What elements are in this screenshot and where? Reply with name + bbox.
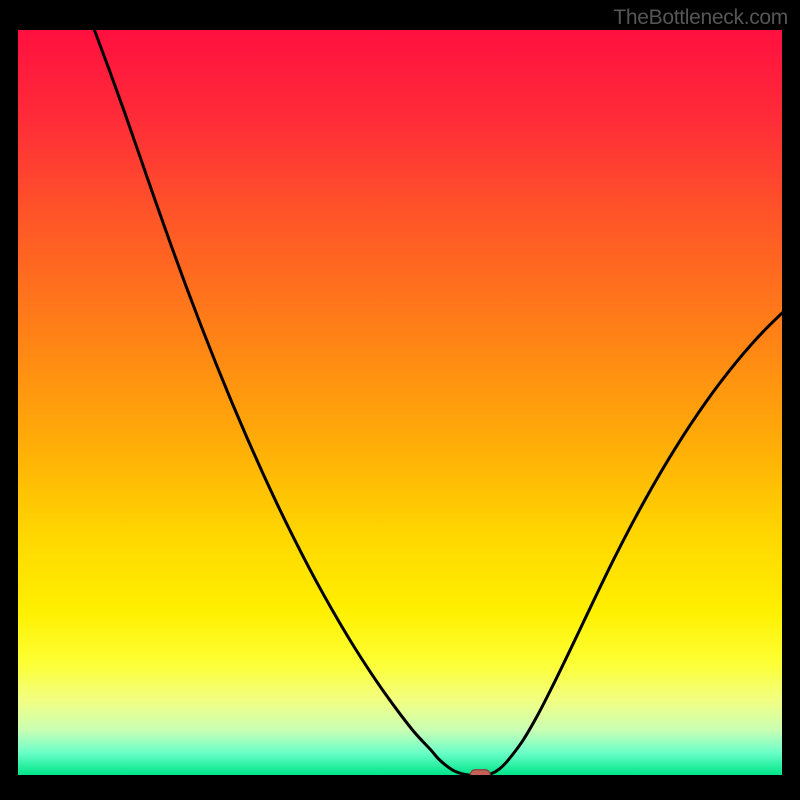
chart-svg	[18, 30, 782, 775]
watermark-text: TheBottleneck.com	[613, 6, 788, 30]
chart-background	[18, 30, 782, 775]
chart-plot-area	[18, 30, 782, 775]
optimum-marker	[470, 770, 490, 775]
